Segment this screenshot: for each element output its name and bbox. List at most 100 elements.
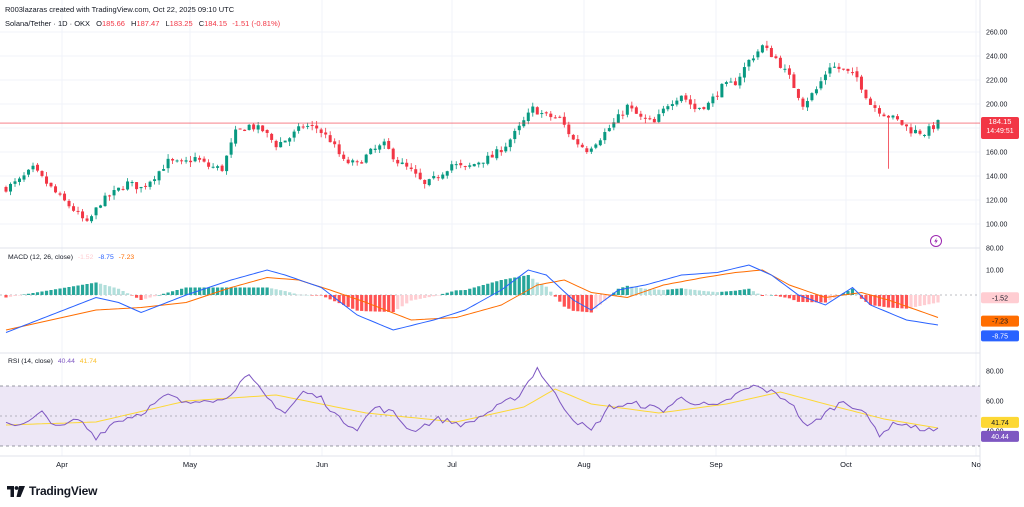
x-tick-label: Apr — [56, 460, 68, 469]
macd-hist-bar — [98, 283, 103, 295]
macd-hist-bar — [756, 293, 760, 295]
candle — [526, 108, 530, 125]
candle — [477, 161, 481, 168]
candlestick-series[interactable] — [4, 40, 940, 224]
change-value: -1.51 (-0.81%) — [232, 19, 281, 28]
candle — [121, 185, 125, 191]
macd-signal-line[interactable] — [5, 269, 939, 331]
rsi-ma-line[interactable] — [5, 388, 939, 429]
candle — [189, 156, 193, 167]
candle — [252, 123, 256, 132]
candle — [850, 67, 854, 76]
candle — [616, 109, 620, 123]
macd-hist-bar — [661, 290, 665, 295]
macd-hist-bar — [4, 295, 8, 298]
macd-hist-bar — [882, 295, 886, 307]
macd-hist-bar — [400, 295, 404, 307]
macd-hist-bar — [459, 290, 463, 295]
macd-hist-bar — [369, 295, 373, 312]
macd-hist-bar — [918, 295, 922, 307]
macd-pane-title[interactable]: MACD (12, 26, close) -1.52 -8.75 -7.23 — [8, 254, 137, 261]
candle — [846, 68, 850, 74]
macd-hist-bar — [517, 276, 521, 295]
candle — [706, 101, 710, 111]
macd-hist-bar — [499, 280, 503, 295]
macd-hist-bar — [630, 286, 634, 295]
macd-hist-bar — [873, 295, 877, 306]
candle — [441, 172, 445, 180]
macd-hist-bar — [706, 291, 710, 295]
candle — [603, 128, 607, 144]
candle — [715, 91, 719, 100]
rsi-pane-title[interactable]: RSI (14, close) 40.44 41.74 — [8, 358, 100, 365]
macd-hist-bar — [490, 282, 494, 295]
macd-hist-bar — [841, 293, 846, 295]
macd-hist-bar — [909, 295, 913, 308]
candle — [400, 158, 404, 165]
macd-hist-bar — [571, 295, 575, 311]
candle — [148, 180, 152, 190]
candle — [553, 114, 557, 119]
macd-hist-bar — [315, 295, 319, 296]
candle — [769, 45, 773, 58]
candle — [864, 89, 868, 100]
candle — [49, 182, 53, 188]
candle — [58, 191, 62, 197]
macd-hist-bar — [234, 287, 238, 295]
candle — [171, 157, 175, 164]
macd-hist-bar — [864, 295, 868, 302]
macd-hist-bar — [35, 292, 40, 295]
candle — [796, 88, 800, 101]
macd-hist-bar — [211, 287, 215, 295]
candle — [436, 174, 440, 181]
macd-hist-bar — [522, 275, 526, 295]
candle — [202, 156, 206, 163]
candle — [558, 115, 562, 119]
macd-hist-bar — [724, 291, 728, 295]
macd-hist-bar — [125, 293, 130, 295]
candle — [832, 62, 836, 69]
macd-hist-bar — [567, 295, 571, 309]
macd-hist-value-badge: -1.52 — [992, 295, 1008, 302]
candle — [63, 191, 67, 202]
macd-hist-bar — [486, 283, 490, 295]
candle — [378, 143, 382, 154]
candle — [369, 147, 373, 155]
candle — [427, 178, 431, 187]
macd-hist-bar — [243, 287, 247, 295]
candle — [787, 65, 791, 79]
lightning-icon[interactable] — [930, 235, 942, 247]
candle — [670, 100, 674, 111]
macd-value-badge: -8.75 — [981, 330, 1019, 342]
macd-hist-bar — [53, 289, 58, 295]
macd-hist-bar — [765, 295, 769, 296]
candle — [774, 54, 778, 60]
macd-hist-bar — [751, 291, 756, 295]
macd-hist-bar — [463, 290, 467, 295]
candle — [724, 80, 728, 87]
candle — [454, 161, 458, 170]
price-tick-label: 100.00 — [986, 222, 1008, 229]
macd-hist-bar — [508, 278, 512, 295]
candle — [211, 163, 215, 169]
candle — [112, 185, 116, 200]
brand-name: TradingView — [29, 484, 98, 498]
macd-hist-bar — [895, 295, 900, 309]
rsi-line[interactable] — [5, 366, 939, 441]
macd-hist-bar — [513, 277, 517, 295]
macd-hist-bar — [711, 291, 715, 295]
macd-tick-label: 10.00 — [986, 268, 1004, 275]
candle — [76, 206, 80, 215]
macd-hist-bar — [432, 295, 436, 297]
candle — [126, 178, 130, 191]
macd-hist-bar — [553, 295, 557, 297]
macd-line[interactable] — [5, 264, 939, 333]
macd-hist-bar — [778, 295, 783, 297]
macd-hist-bar — [152, 295, 157, 297]
brand-logo[interactable]: TradingView — [7, 484, 97, 498]
candle — [549, 111, 553, 121]
candle — [702, 106, 706, 111]
candle — [85, 215, 89, 223]
symbol-title[interactable]: Solana/Tether · 1D · OKX — [5, 19, 91, 28]
